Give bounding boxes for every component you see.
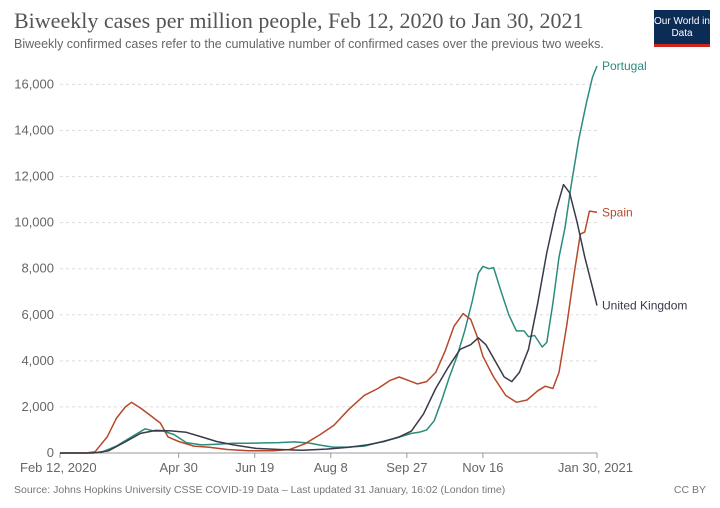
series-line-united-kingdom[interactable] — [60, 183, 598, 454]
x-tick-label: Apr 30 — [160, 460, 198, 475]
chart-title: Biweekly cases per million people, Feb 1… — [14, 8, 584, 33]
x-tick-label: Feb 12, 2020 — [20, 460, 97, 475]
y-tick-label: 4,000 — [21, 353, 54, 368]
x-tick-label: Sep 27 — [386, 460, 427, 475]
x-tick-label: Jun 19 — [235, 460, 274, 475]
y-tick-label: 10,000 — [14, 215, 54, 230]
series-labels: Portugal Spain United Kingdom — [602, 59, 687, 313]
series-line-portugal[interactable] — [60, 65, 598, 454]
y-tick-label: 2,000 — [21, 399, 54, 414]
source-note: Source: Johns Hopkins University CSSE CO… — [14, 484, 506, 496]
y-tick-label: 14,000 — [14, 123, 54, 138]
license-link[interactable]: CC BY — [673, 484, 706, 496]
x-tick-label: Aug 8 — [314, 460, 348, 475]
y-tick-label: 16,000 — [14, 76, 54, 91]
series-label-united-kingdom[interactable]: United Kingdom — [602, 299, 687, 313]
series-lines — [60, 65, 598, 454]
y-tick-label: 8,000 — [21, 261, 54, 276]
x-tick-label: Jan 30, 2021 — [558, 460, 633, 475]
y-tick-label: 6,000 — [21, 307, 54, 322]
chart-subtitle: Biweekly confirmed cases refer to the cu… — [14, 37, 604, 51]
series-line-spain[interactable] — [60, 210, 598, 454]
line-chart: 0 2,000 4,000 6,000 8,000 10,000 12,000 14,000 1… — [14, 59, 687, 475]
x-axis-labels: Feb 12, 2020 Apr 30 Jun 19 Aug 8 Sep 27 Nov 1… — [20, 453, 633, 475]
y-tick-label: 12,000 — [14, 169, 54, 184]
x-tick-label: Nov 16 — [462, 460, 503, 475]
y-tick-label: 0 — [47, 445, 54, 460]
y-axis-labels: 0 2,000 4,000 6,000 8,000 10,000 12,000 14,000 1… — [14, 76, 54, 460]
owid-logo[interactable]: Our World in Data — [654, 10, 710, 47]
grid-lines — [60, 83, 597, 454]
series-label-portugal[interactable]: Portugal — [602, 59, 647, 73]
series-label-spain[interactable]: Spain — [602, 205, 633, 219]
